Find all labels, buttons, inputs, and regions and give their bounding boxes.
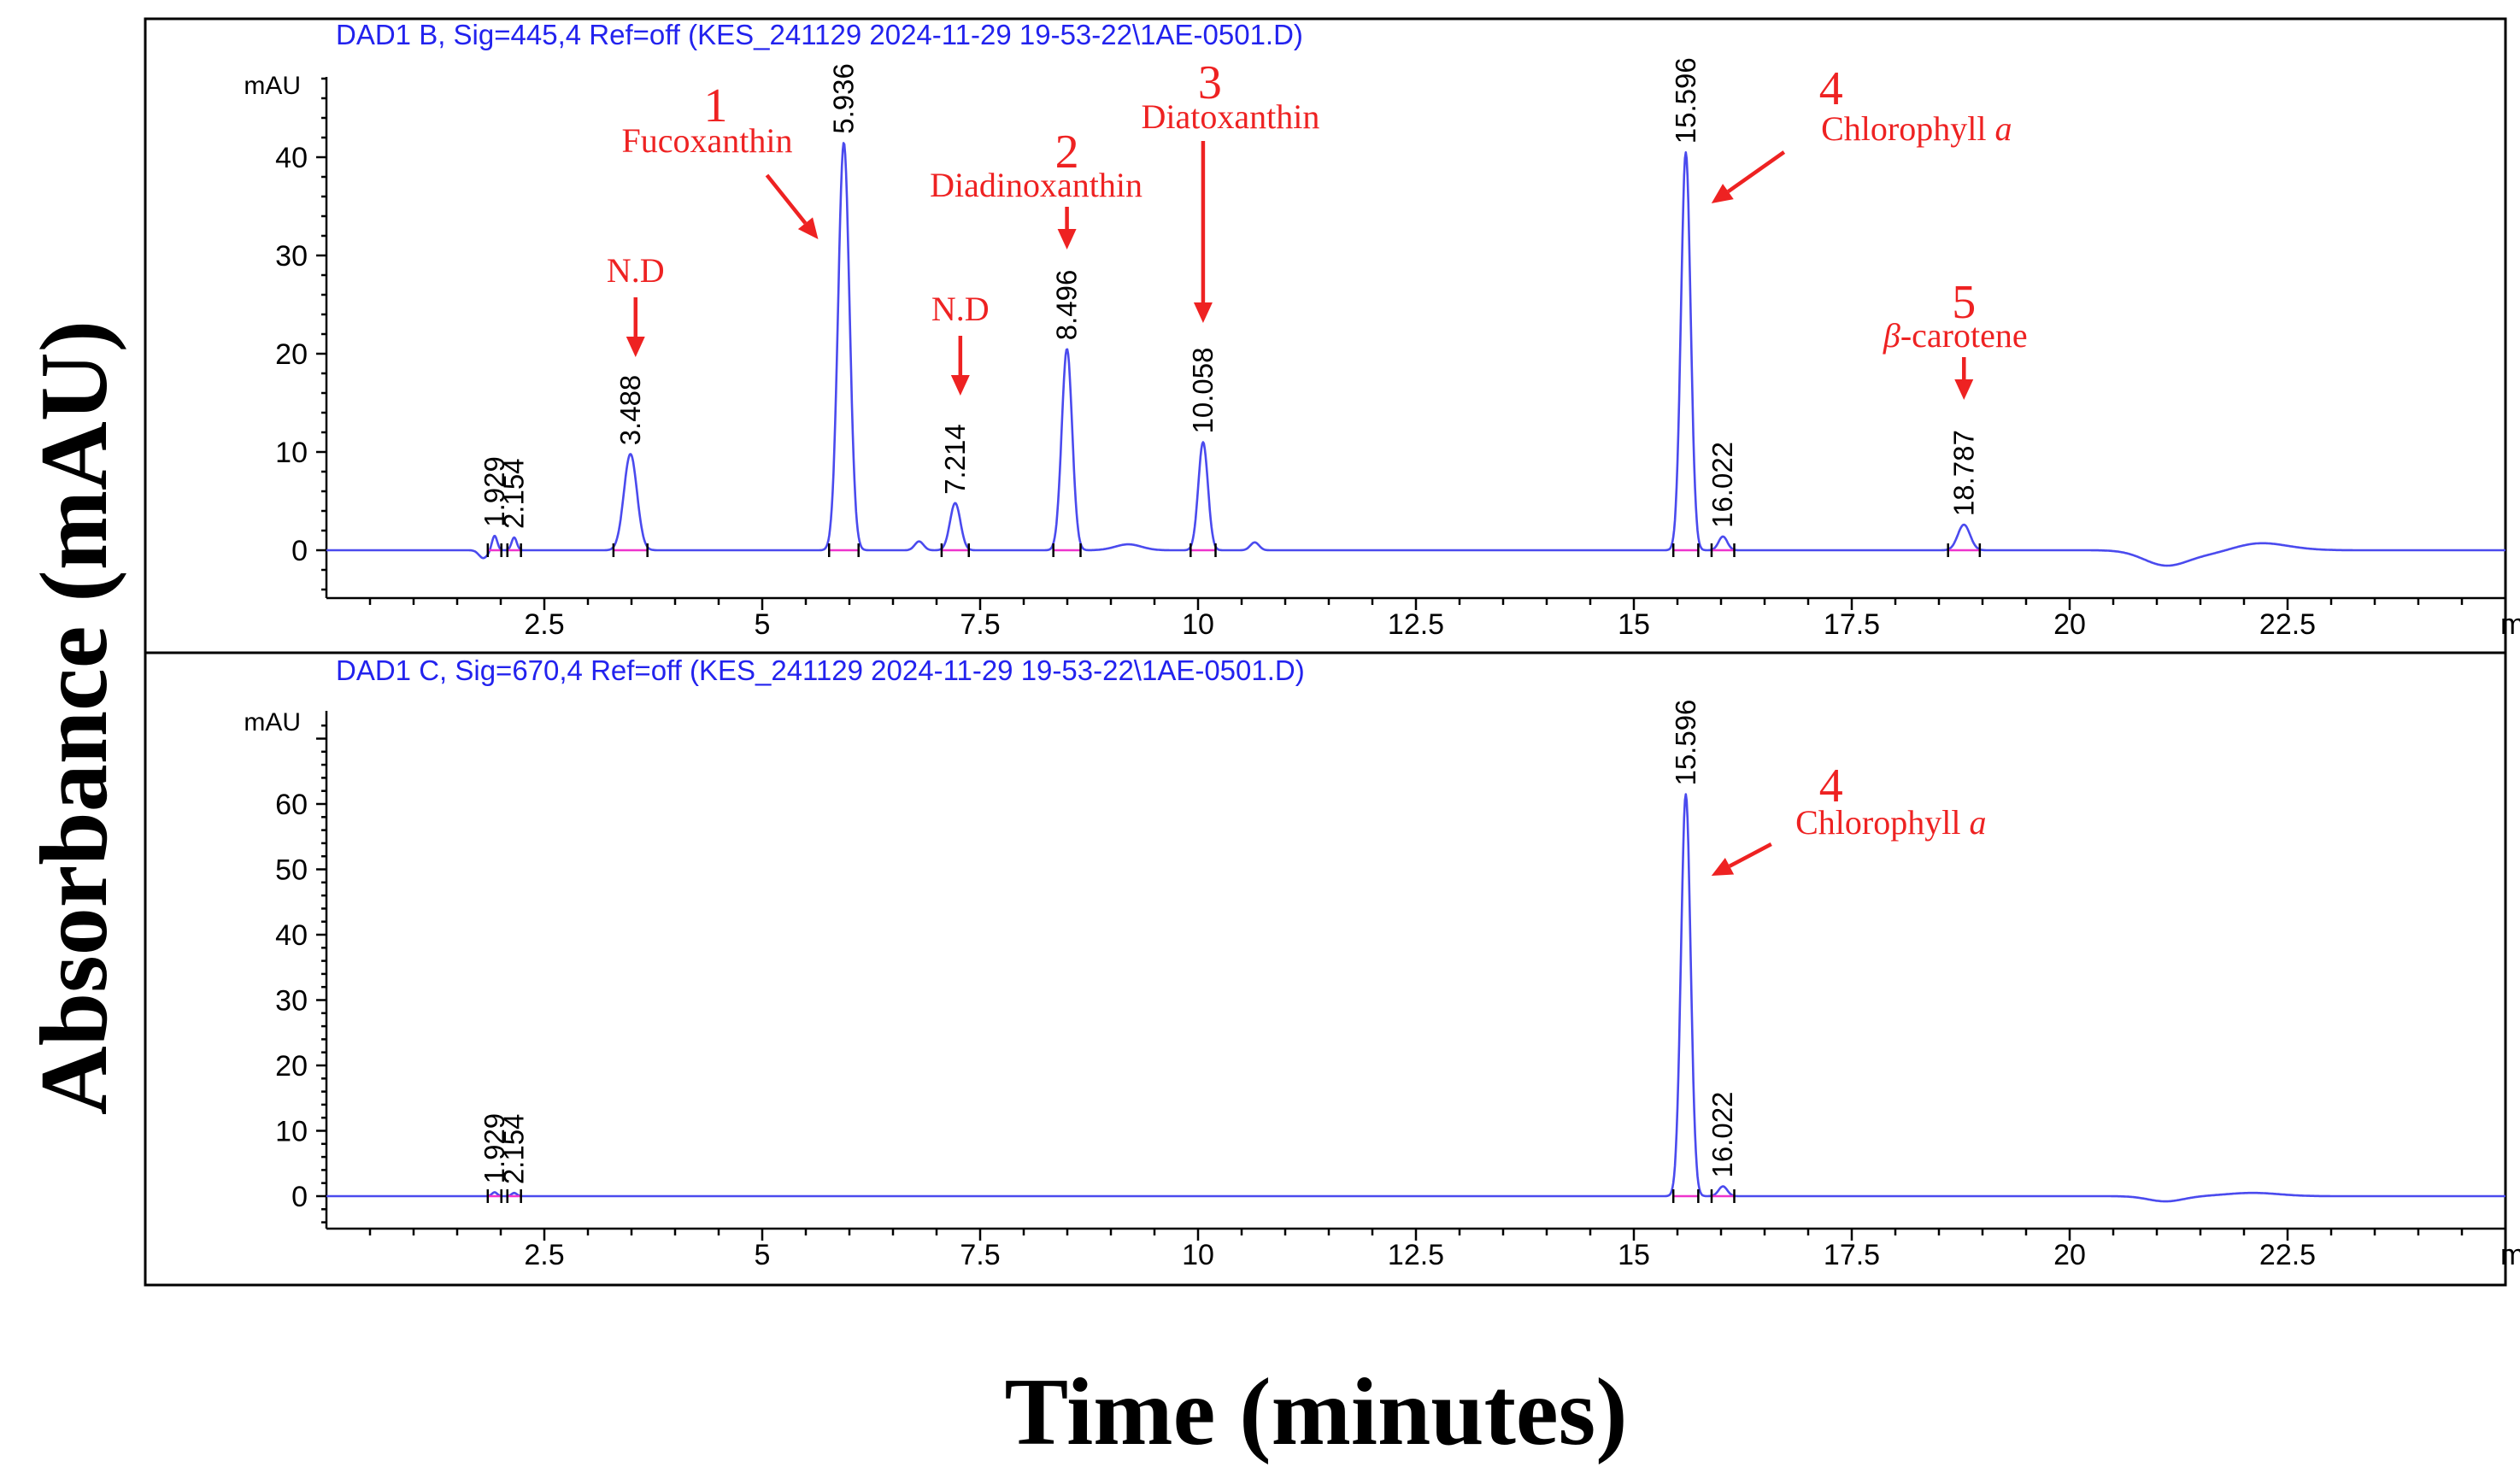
y-tick-label: 50 [275, 854, 308, 887]
annotation-arrowhead [1711, 858, 1735, 876]
annotation-name: Diadinoxanthin [930, 166, 1143, 204]
x-tick-label: 17.5 [1824, 1239, 1880, 1271]
annotation-name: Chlorophyll a [1821, 109, 2012, 148]
peak-label: 10.058 [1187, 348, 1219, 434]
annotation-number: 1 [703, 79, 727, 132]
annotation-arrowhead [1193, 302, 1213, 323]
y-tick-label: 0 [291, 535, 308, 567]
peak-label: 1.929 [479, 456, 510, 527]
plot-area-top: mAUmin0102030402.557.51012.51517.52022.5… [244, 56, 2520, 641]
x-tick-label: 20 [2053, 1239, 2086, 1271]
peak-label: 8.496 [1051, 270, 1083, 341]
y-tick-label: 0 [291, 1181, 308, 1213]
x-tick-label: 22.5 [2259, 1239, 2316, 1271]
annotation-number: 4 [1819, 62, 1843, 115]
x-tick-label: 5 [755, 608, 771, 641]
annotation-name: Chlorophyll a [1795, 803, 1986, 842]
y-unit-label: mAU [244, 72, 301, 100]
annotation-name: N.D [931, 290, 990, 328]
x-tick-label: 22.5 [2259, 608, 2316, 641]
x-tick-label: 2.5 [524, 1239, 564, 1271]
x-unit-label: min [2500, 1239, 2520, 1271]
annotation-arrow [1727, 150, 1786, 193]
x-tick-label: 20 [2053, 608, 2086, 641]
peak-label: 1.929 [479, 1113, 510, 1184]
peak-label: 16.022 [1706, 1092, 1738, 1178]
chromatogram-trace [326, 793, 2506, 1203]
y-tick-label: 60 [275, 789, 308, 821]
annotation-number: 2 [1055, 126, 1079, 179]
panel-frame-bottom [144, 651, 2507, 1287]
peak-label: 15.596 [1670, 57, 1701, 144]
y-unit-label: mAU [244, 708, 301, 736]
peak-label: 18.787 [1947, 430, 1979, 516]
peak-label: 2.154 [498, 1114, 530, 1185]
chromatogram-trace [326, 142, 2506, 567]
y-tick-label: 40 [275, 142, 308, 174]
annotation-name: β-carotene [1883, 316, 2028, 355]
peak-label: 3.488 [614, 375, 646, 446]
annotation-arrow [1728, 842, 1772, 868]
annotation-arrowhead [1711, 184, 1734, 203]
x-tick-label: 12.5 [1388, 608, 1444, 641]
x-tick-label: 15 [1618, 608, 1650, 641]
annotation-name: Fucoxanthin [621, 121, 792, 160]
panel-title-top: DAD1 B, Sig=445,4 Ref=off (KES_241129 20… [336, 19, 1303, 50]
x-tick-label: 5 [755, 1239, 771, 1271]
peak-label: 15.596 [1670, 700, 1701, 786]
annotation-arrowhead [797, 217, 819, 239]
annotation-name: N.D [607, 251, 665, 290]
annotation-number: 3 [1198, 56, 1222, 109]
x-axis-label: Time (minutes) [1005, 1359, 1628, 1465]
annotation-arrowhead [950, 375, 970, 396]
peak-label: 5.936 [827, 63, 859, 134]
y-tick-label: 30 [275, 240, 308, 273]
annotation-arrow [765, 173, 808, 225]
x-tick-label: 15 [1618, 1239, 1650, 1271]
y-tick-label: 30 [275, 985, 308, 1018]
y-tick-label: 10 [275, 437, 308, 469]
y-tick-label: 20 [275, 338, 308, 371]
panel-frame-top [144, 17, 2507, 654]
annotation-name: Diatoxanthin [1141, 97, 1319, 136]
x-tick-label: 10 [1182, 608, 1214, 641]
annotation-number: 4 [1819, 760, 1843, 813]
y-tick-label: 20 [275, 1050, 308, 1083]
peak-label: 16.022 [1706, 442, 1738, 528]
panel-title-bottom: DAD1 C, Sig=670,4 Ref=off (KES_241129 20… [336, 654, 1305, 686]
x-tick-label: 10 [1182, 1239, 1214, 1271]
plot-area-bottom: mAU min 0 10 20 30 40 50 60 2.5 5 7.5 10 12.5 15 17.5 20… [244, 700, 2520, 1271]
annotation-arrowhead [626, 337, 645, 357]
y-axis-label: Absorbance (mAU) [21, 320, 127, 1115]
annotation-number: 5 [1952, 276, 1976, 329]
peak-label: 2.154 [498, 458, 530, 529]
annotation-arrowhead [1057, 229, 1077, 249]
y-tick-label: 10 [275, 1116, 308, 1148]
annotation-arrowhead [1954, 379, 1974, 400]
peak-label: 7.214 [939, 424, 971, 495]
x-unit-label: min [2500, 608, 2520, 641]
y-tick-label: 40 [275, 919, 308, 952]
x-tick-label: 2.5 [524, 608, 564, 641]
x-tick-label: 12.5 [1388, 1239, 1444, 1271]
x-tick-label: 7.5 [960, 1239, 1000, 1271]
x-tick-label: 7.5 [960, 608, 1000, 641]
x-tick-label: 17.5 [1824, 608, 1880, 641]
